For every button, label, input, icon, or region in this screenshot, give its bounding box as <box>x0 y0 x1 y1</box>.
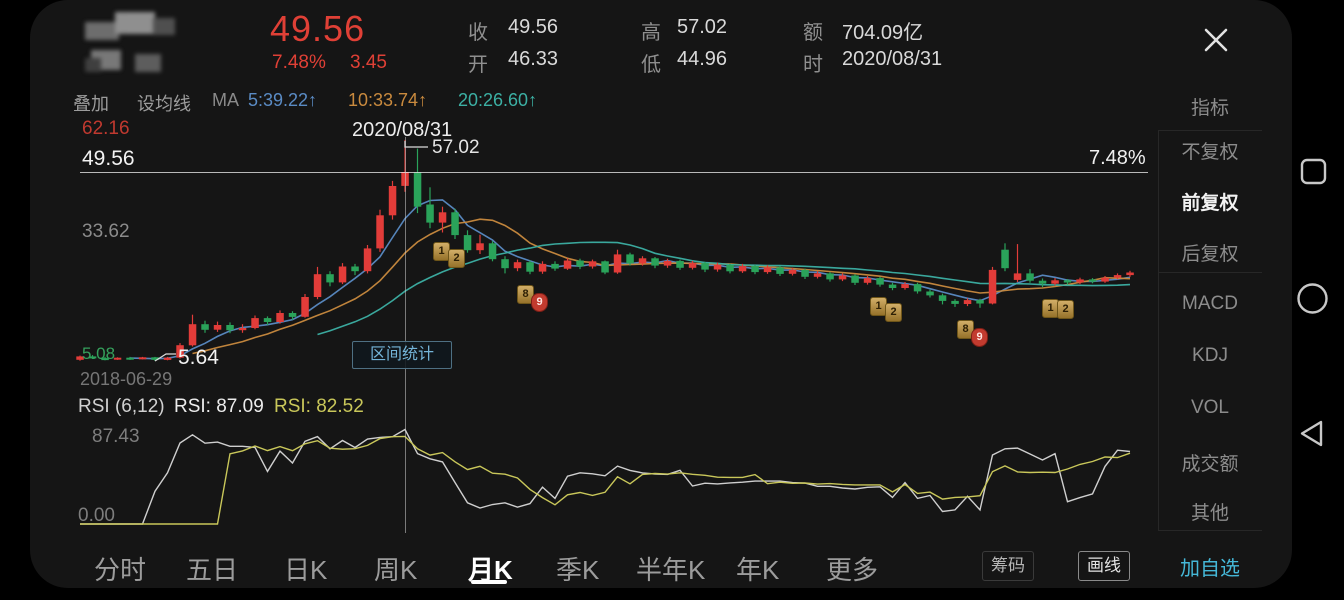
event-badge-9: 9 <box>531 293 548 312</box>
sidebar-item-turnover[interactable]: 成交额 <box>1181 454 1239 475</box>
tab-half-year-k[interactable]: 半年K <box>636 555 706 585</box>
stat-label-close: 收 <box>468 22 488 44</box>
last-price: 49.56 <box>270 8 366 49</box>
rsi-title: RSI (6,12) <box>78 396 165 417</box>
y-axis-mid-label: 33.62 <box>82 221 130 242</box>
stock-chart-canvas[interactable] <box>30 0 1292 588</box>
rsi-min-label: 0.00 <box>78 505 115 526</box>
range-statistics-button[interactable]: 区间统计 <box>352 341 452 369</box>
tab-yearly-k[interactable]: 年K <box>736 555 780 585</box>
sidebar-item-no-adjust[interactable]: 不复权 <box>1181 142 1239 163</box>
percent-right-label: 7.48% <box>1086 147 1149 170</box>
draw-line-button[interactable]: 画线 <box>1078 551 1130 581</box>
y-axis-min-label: 5.08 <box>82 344 116 363</box>
tab-five-day[interactable]: 五日 <box>186 555 239 585</box>
app-screen: 49.56 7.48% 3.45 收 49.56 开 46.33 高 57.02… <box>30 0 1292 588</box>
stat-value-open: 46.33 <box>508 48 559 70</box>
sidebar-divider-mid <box>1158 272 1262 273</box>
sidebar-item-backward-adjust[interactable]: 后复权 <box>1181 244 1239 265</box>
close-icon[interactable] <box>1202 26 1230 54</box>
sidebar-item-kdj[interactable]: KDJ <box>1192 345 1228 366</box>
stat-value-high: 57.02 <box>677 16 728 38</box>
stat-value-low: 44.96 <box>677 48 728 70</box>
price-line-label: 49.56 <box>82 147 135 170</box>
stat-label-amount: 额 <box>803 22 823 44</box>
stat-label-open: 开 <box>468 54 488 76</box>
tab-daily-k[interactable]: 日K <box>284 555 328 585</box>
low-price-marker: 5.64 <box>178 346 219 369</box>
stat-label-high: 高 <box>641 22 661 44</box>
ma5-value[interactable]: 5:39.22↑ <box>248 90 318 110</box>
stat-value-close: 49.56 <box>508 16 559 38</box>
add-watchlist-button[interactable]: 加自选 <box>1180 558 1240 580</box>
stock-name-redacted <box>85 12 191 76</box>
sidebar-item-macd[interactable]: MACD <box>1182 293 1238 314</box>
sidebar-item-indicator[interactable]: 指标 <box>1190 98 1229 119</box>
tab-more[interactable]: 更多 <box>826 555 879 585</box>
sidebar-divider <box>1158 130 1159 530</box>
sidebar-divider-top <box>1158 130 1262 131</box>
event-badge-1: 1 <box>1042 299 1059 318</box>
nav-back-button[interactable] <box>1297 418 1325 449</box>
sidebar-item-other[interactable]: 其他 <box>1190 503 1229 524</box>
rsi-white-value: RSI: 87.09 <box>174 396 264 417</box>
chips-distribution-button[interactable]: 筹码 <box>982 551 1034 581</box>
x-axis-start-date: 2018-06-29 <box>80 369 173 389</box>
tab-quarterly-k[interactable]: 季K <box>556 555 600 585</box>
y-axis-max-label: 62.16 <box>82 118 130 139</box>
ma-title: MA <box>212 90 239 110</box>
tab-weekly-k[interactable]: 周K <box>374 555 418 585</box>
stat-label-low: 低 <box>641 54 661 76</box>
change-percent: 7.48% <box>272 52 326 73</box>
change-absolute: 3.45 <box>350 52 387 73</box>
crosshair-line <box>405 137 406 533</box>
rsi-max-label: 87.43 <box>92 426 140 447</box>
ma10-value[interactable]: 10:33.74↑ <box>348 90 428 110</box>
ma20-value[interactable]: 20:26.60↑ <box>458 90 538 110</box>
current-price-line <box>80 172 1148 173</box>
sidebar-divider-bottom <box>1158 530 1262 531</box>
stat-label-time: 时 <box>803 54 823 76</box>
event-badge-2: 2 <box>448 249 465 268</box>
stat-value-time: 2020/08/31 <box>842 48 943 70</box>
event-badge-2: 2 <box>885 303 902 322</box>
tab-minute[interactable]: 分时 <box>94 555 147 585</box>
event-badge-2: 2 <box>1057 300 1074 319</box>
set-ma-button[interactable]: 设均线 <box>137 94 191 114</box>
event-badge-9: 9 <box>971 328 988 347</box>
nav-recents-button[interactable] <box>1300 158 1327 185</box>
active-tab-underline <box>471 580 507 584</box>
nav-home-button[interactable] <box>1296 282 1329 315</box>
sidebar-item-vol[interactable]: VOL <box>1190 397 1230 418</box>
stat-value-amount: 704.09亿 <box>842 22 924 44</box>
overlay-button[interactable]: 叠加 <box>73 94 109 114</box>
sidebar-item-forward-adjust[interactable]: 前复权 <box>1181 193 1239 214</box>
high-price-marker: 57.02 <box>432 137 480 158</box>
rsi-yellow-value: RSI: 82.52 <box>274 396 364 417</box>
crosshair-date-label: 2020/08/31 <box>352 119 453 141</box>
